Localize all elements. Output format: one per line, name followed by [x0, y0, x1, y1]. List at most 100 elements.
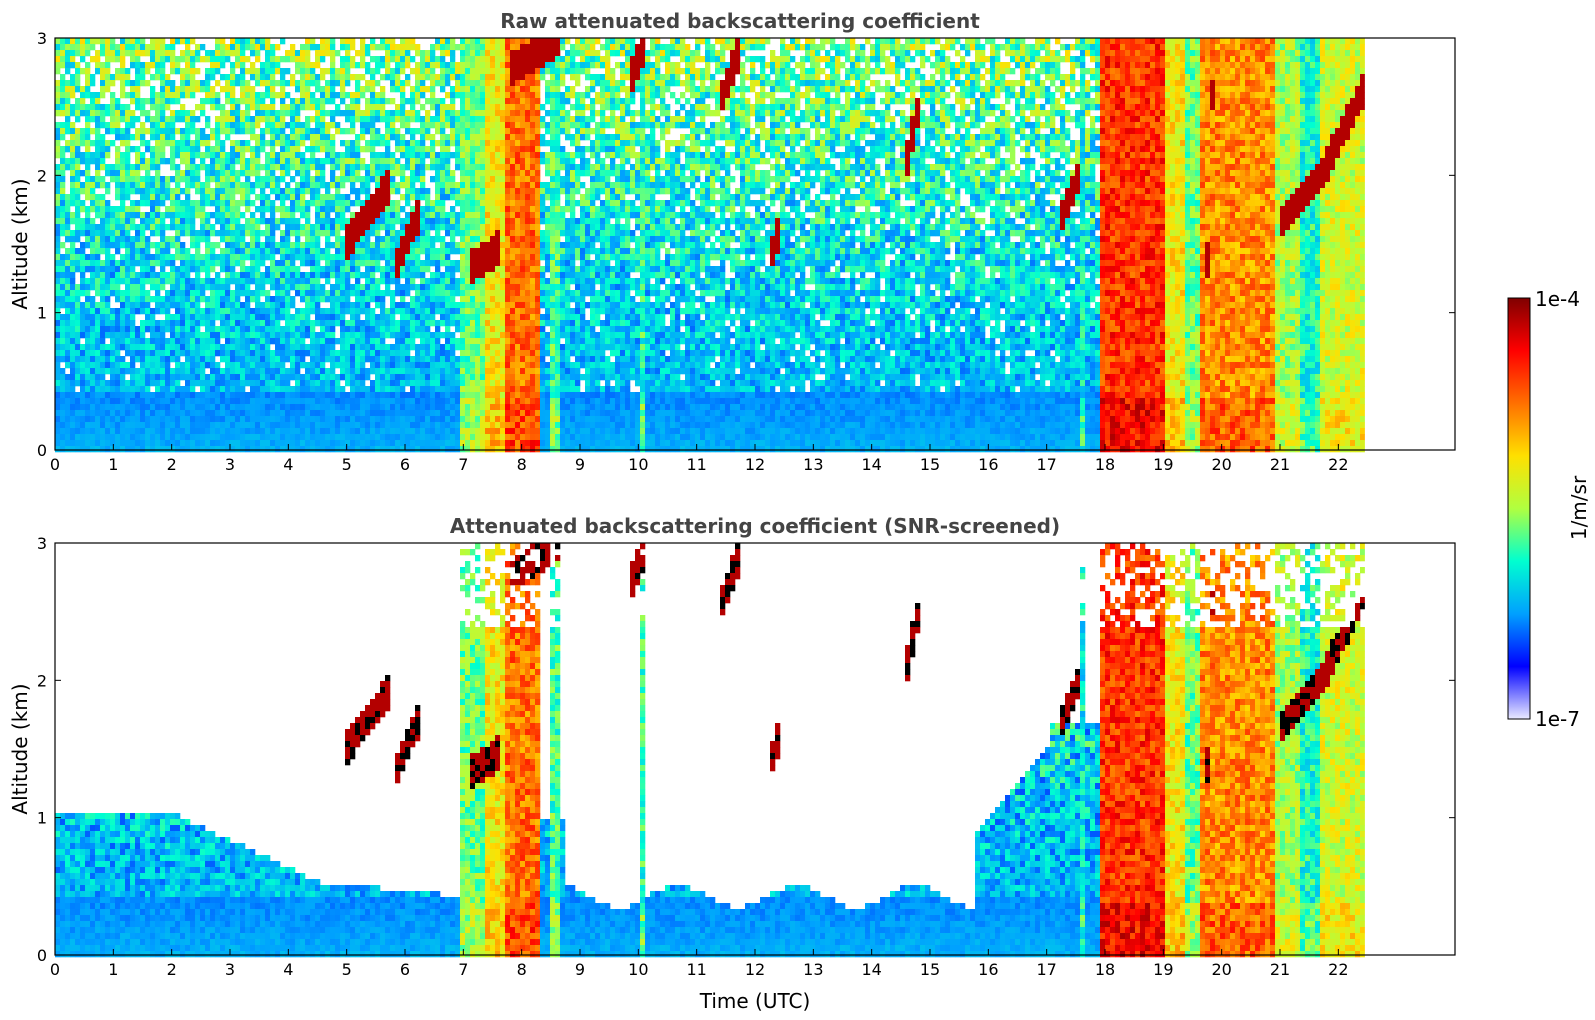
heatmap-cell	[370, 200, 375, 206]
heatmap-cell	[445, 320, 450, 326]
heatmap-cell	[295, 248, 300, 254]
heatmap-cell	[140, 308, 145, 314]
heatmap-cell	[315, 182, 320, 188]
heatmap-cell	[260, 284, 265, 290]
heatmap-cell	[280, 302, 285, 308]
heatmap-cell	[305, 422, 310, 428]
heatmap-cell	[125, 248, 130, 254]
heatmap-cell	[170, 398, 175, 404]
heatmap-cell	[255, 386, 260, 392]
heatmap-cell	[255, 38, 260, 44]
heatmap-cell	[140, 128, 145, 134]
heatmap-cell	[100, 158, 105, 164]
heatmap-cell	[185, 320, 190, 326]
heatmap-cell	[450, 182, 455, 188]
heatmap-cell	[295, 56, 300, 62]
heatmap-cell	[75, 416, 80, 422]
heatmap-cell	[430, 86, 435, 92]
heatmap-cell	[395, 374, 400, 380]
heatmap-cell	[270, 218, 275, 224]
heatmap-cell	[145, 416, 150, 422]
heatmap-cell	[380, 278, 385, 284]
heatmap-cell	[295, 326, 300, 332]
heatmap-cell	[115, 104, 120, 110]
heatmap-cell	[135, 296, 140, 302]
heatmap-cell	[460, 428, 465, 434]
heatmap-cell	[230, 50, 235, 56]
heatmap-cell	[445, 122, 450, 128]
heatmap-cell	[265, 164, 270, 170]
heatmap-cell	[140, 80, 145, 86]
heatmap-cell	[220, 140, 225, 146]
heatmap-cell	[60, 92, 65, 98]
heatmap-cell	[70, 158, 75, 164]
heatmap-cell	[395, 344, 400, 350]
heatmap-cell	[125, 428, 130, 434]
heatmap-cell	[355, 104, 360, 110]
heatmap-cell	[135, 200, 140, 206]
heatmap-cell	[350, 218, 355, 224]
heatmap-cell	[420, 374, 425, 380]
heatmap-cell	[260, 410, 265, 416]
heatmap-cell	[315, 194, 320, 200]
heatmap-cell	[90, 446, 95, 452]
heatmap-cell	[150, 92, 155, 98]
heatmap-cell	[185, 410, 190, 416]
heatmap-cell	[360, 386, 365, 392]
heatmap-cell	[435, 128, 440, 134]
heatmap-cell	[210, 302, 215, 308]
heatmap-cell	[465, 152, 470, 158]
heatmap-cell	[290, 428, 295, 434]
heatmap-cell	[105, 110, 110, 116]
heatmap-cell	[60, 440, 65, 446]
heatmap-cell	[225, 110, 230, 116]
heatmap-cell	[430, 56, 435, 62]
heatmap-cell	[115, 344, 120, 350]
heatmap-cell	[255, 410, 260, 416]
heatmap-cell	[435, 422, 440, 428]
heatmap-cell	[220, 110, 225, 116]
heatmap-cell	[340, 86, 345, 92]
heatmap-cell	[200, 368, 205, 374]
heatmap-cell	[220, 128, 225, 134]
heatmap-cell	[105, 242, 110, 248]
heatmap-cell	[405, 446, 410, 452]
heatmap-cell	[385, 152, 390, 158]
heatmap-cell	[180, 440, 185, 446]
heatmap-cell	[250, 236, 255, 242]
heatmap-cell	[155, 260, 160, 266]
heatmap-cell	[465, 200, 470, 206]
heatmap-cell	[450, 320, 455, 326]
heatmap-cell	[345, 128, 350, 134]
heatmap-cell	[245, 128, 250, 134]
heatmap-cell	[230, 320, 235, 326]
heatmap-cell	[115, 314, 120, 320]
heatmap-cell	[235, 236, 240, 242]
heatmap-cell	[185, 428, 190, 434]
heatmap-cell	[60, 188, 65, 194]
heatmap-cell	[305, 170, 310, 176]
heatmap-cell	[410, 404, 415, 410]
heatmap-cell	[370, 206, 375, 212]
heatmap-cell	[125, 158, 130, 164]
heatmap-cell	[355, 140, 360, 146]
heatmap-cell	[425, 116, 430, 122]
heatmap-cell	[140, 260, 145, 266]
heatmap-cell	[250, 170, 255, 176]
heatmap-cell	[455, 314, 460, 320]
heatmap-cell	[305, 260, 310, 266]
heatmap-cell	[150, 194, 155, 200]
heatmap-cell	[335, 278, 340, 284]
heatmap-cell	[250, 188, 255, 194]
heatmap-cell	[120, 242, 125, 248]
heatmap-cell	[250, 380, 255, 386]
heatmap-cell	[460, 260, 465, 266]
heatmap-cell	[155, 356, 160, 362]
heatmap-cell	[415, 44, 420, 50]
heatmap-cell	[140, 296, 145, 302]
heatmap-cell	[245, 398, 250, 404]
heatmap-cell	[450, 314, 455, 320]
heatmap-cell	[100, 176, 105, 182]
heatmap-cell	[465, 218, 470, 224]
heatmap-cell	[120, 116, 125, 122]
